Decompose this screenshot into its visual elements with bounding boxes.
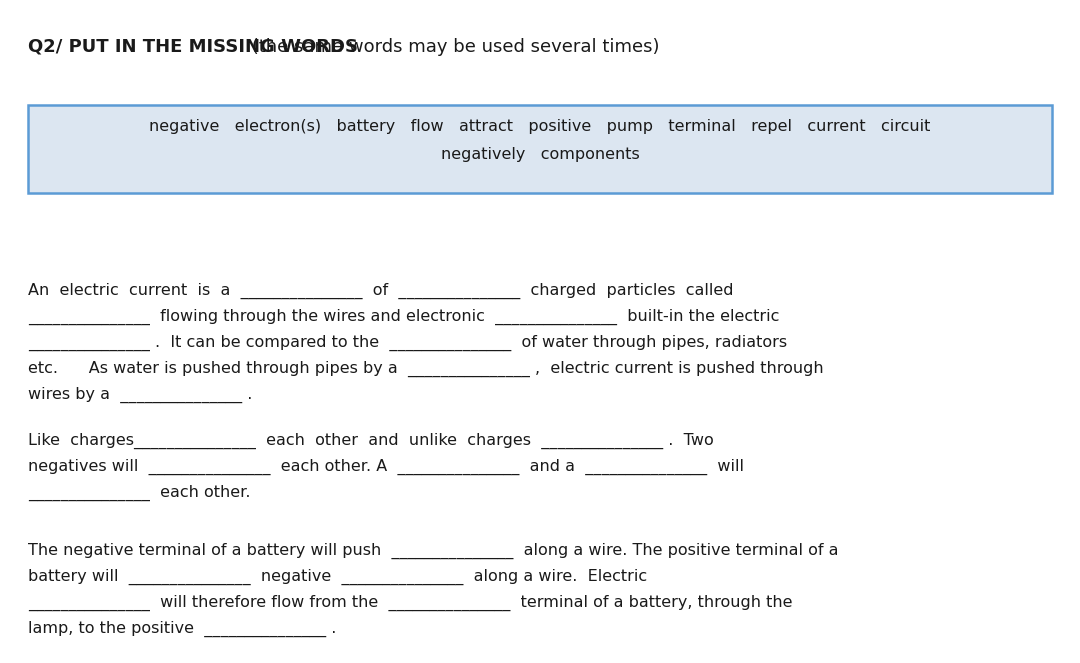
Text: negative   electron(s)   battery   flow   attract   positive   pump   terminal  : negative electron(s) battery flow attrac… — [149, 119, 931, 134]
Text: (the same words may be used several times): (the same words may be used several time… — [246, 38, 660, 56]
Text: An  electric  current  is  a  _______________  of  _______________  charged  par: An electric current is a _______________… — [28, 283, 733, 299]
Text: _______________  each other.: _______________ each other. — [28, 485, 251, 501]
Text: wires by a  _______________ .: wires by a _______________ . — [28, 387, 253, 403]
Text: lamp, to the positive  _______________ .: lamp, to the positive _______________ . — [28, 621, 336, 637]
Text: The negative terminal of a battery will push  _______________  along a wire. The: The negative terminal of a battery will … — [28, 543, 838, 559]
Text: _______________ .  It can be compared to the  _______________  of water through : _______________ . It can be compared to … — [28, 335, 787, 351]
Text: battery will  _______________  negative  _______________  along a wire.  Electri: battery will _______________ negative __… — [28, 569, 647, 585]
FancyBboxPatch shape — [28, 105, 1052, 193]
Text: _______________  flowing through the wires and electronic  _______________  buil: _______________ flowing through the wire… — [28, 309, 780, 326]
Text: Q2/ PUT IN THE MISSING WORDS: Q2/ PUT IN THE MISSING WORDS — [28, 38, 357, 56]
Text: _______________  will therefore flow from the  _______________  terminal of a ba: _______________ will therefore flow from… — [28, 595, 793, 611]
Text: etc.      As water is pushed through pipes by a  _______________ ,  electric cur: etc. As water is pushed through pipes by… — [28, 361, 824, 377]
Text: negatively   components: negatively components — [441, 147, 639, 162]
Text: negatives will  _______________  each other. A  _______________  and a  ________: negatives will _______________ each othe… — [28, 459, 744, 475]
Text: Like  charges_______________  each  other  and  unlike  charges  _______________: Like charges_______________ each other a… — [28, 433, 714, 450]
